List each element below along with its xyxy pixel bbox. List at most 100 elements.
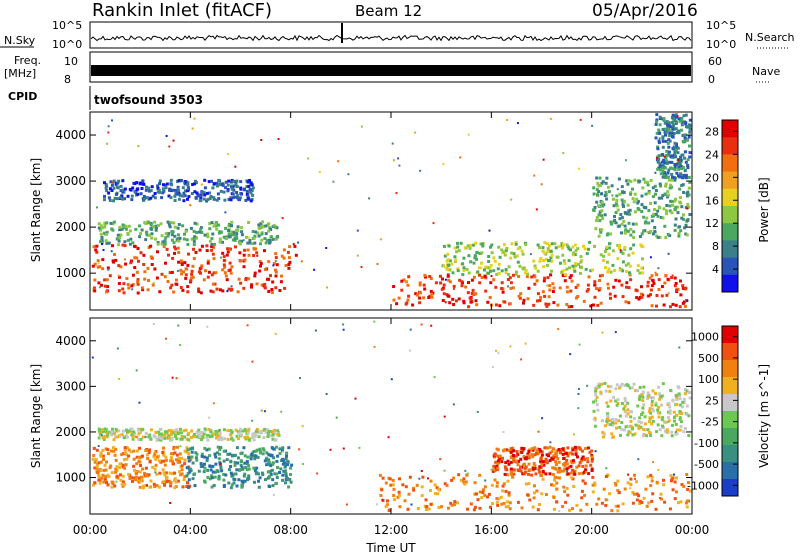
data-cell [92, 446, 96, 450]
data-cell [532, 496, 536, 500]
data-cell [686, 166, 690, 170]
data-cell [110, 189, 114, 192]
data-cell [182, 429, 186, 433]
data-cell [268, 485, 272, 488]
data-cell [226, 183, 230, 187]
data-cell [218, 237, 222, 241]
data-cell [527, 450, 531, 453]
data-cell [256, 231, 260, 235]
data-cell [537, 451, 541, 455]
data-cell [166, 220, 170, 224]
data-cell [598, 219, 602, 223]
data-cell [688, 151, 692, 155]
data-cell [594, 450, 597, 453]
data-cell [214, 462, 218, 466]
data-cell [662, 173, 666, 177]
data-cell [636, 404, 640, 408]
data-cell [124, 262, 128, 266]
data-cell [114, 429, 118, 433]
data-cell [446, 252, 450, 256]
data-cell [174, 458, 178, 462]
data-cell [227, 269, 231, 272]
data-cell [512, 456, 516, 460]
data-cell [281, 451, 284, 454]
data-cell [245, 462, 249, 466]
data-cell [598, 274, 602, 278]
data-cell [646, 280, 650, 284]
data-cell [676, 287, 680, 291]
data-cell [594, 393, 598, 397]
data-cell [156, 242, 160, 246]
data-cell [685, 219, 689, 223]
data-cell [184, 229, 188, 233]
data-cell [229, 271, 233, 275]
data-cell [555, 500, 559, 504]
data-cell [211, 186, 215, 190]
data-cell [657, 278, 661, 282]
data-cell [547, 295, 551, 299]
data-cell [651, 409, 655, 413]
data-cell [493, 259, 497, 263]
data-cell [98, 433, 102, 436]
data-cell [203, 455, 207, 459]
data-cell [183, 261, 187, 265]
data-cell [253, 234, 257, 238]
data-cell [140, 187, 144, 190]
data-cell [459, 241, 463, 245]
data-cell [172, 221, 176, 225]
data-cell [630, 427, 634, 431]
data-cell [150, 232, 154, 236]
data-cell [269, 235, 273, 239]
data-cell [152, 455, 156, 459]
data-cell [226, 429, 230, 433]
data-cell [592, 418, 595, 421]
data-cell [162, 240, 166, 244]
data-cell [410, 503, 413, 506]
data-cell [98, 228, 102, 232]
data-cell [342, 328, 345, 331]
data-cell [632, 492, 636, 496]
data-cell [570, 279, 574, 283]
data-cell [170, 238, 174, 242]
data-cell [199, 227, 203, 231]
data-cell [105, 221, 109, 225]
data-cell [250, 453, 254, 456]
data-cell [651, 186, 655, 190]
data-cell [179, 286, 183, 289]
data-cell [105, 189, 109, 193]
data-cell [493, 478, 497, 482]
data-cell [591, 490, 595, 494]
data-cell [577, 393, 580, 395]
data-cell [605, 176, 609, 180]
data-cell [501, 489, 505, 493]
data-cell [123, 197, 127, 201]
data-cell [574, 448, 578, 452]
data-cell [290, 463, 294, 467]
data-cell [669, 183, 673, 187]
data-cell [104, 428, 108, 431]
data-cell [161, 191, 165, 195]
data-cell [442, 283, 446, 287]
data-cell [665, 204, 669, 207]
data-cell [620, 421, 624, 424]
data-cell [668, 412, 672, 415]
data-cell [326, 286, 328, 289]
data-cell [404, 302, 408, 306]
data-cell [599, 390, 603, 394]
data-cell [252, 438, 256, 442]
data-cell [490, 251, 494, 255]
data-cell [197, 469, 201, 473]
data-cell [418, 291, 422, 295]
data-cell [105, 431, 109, 434]
data-cell [115, 465, 119, 469]
data-cell [164, 455, 168, 459]
data-cell [625, 212, 629, 216]
data-cell [114, 447, 118, 451]
data-cell [548, 244, 551, 247]
data-cell [604, 190, 608, 194]
data-cell [591, 268, 594, 272]
data-cell [138, 476, 141, 480]
data-cell [480, 251, 484, 255]
data-cell [604, 498, 608, 502]
